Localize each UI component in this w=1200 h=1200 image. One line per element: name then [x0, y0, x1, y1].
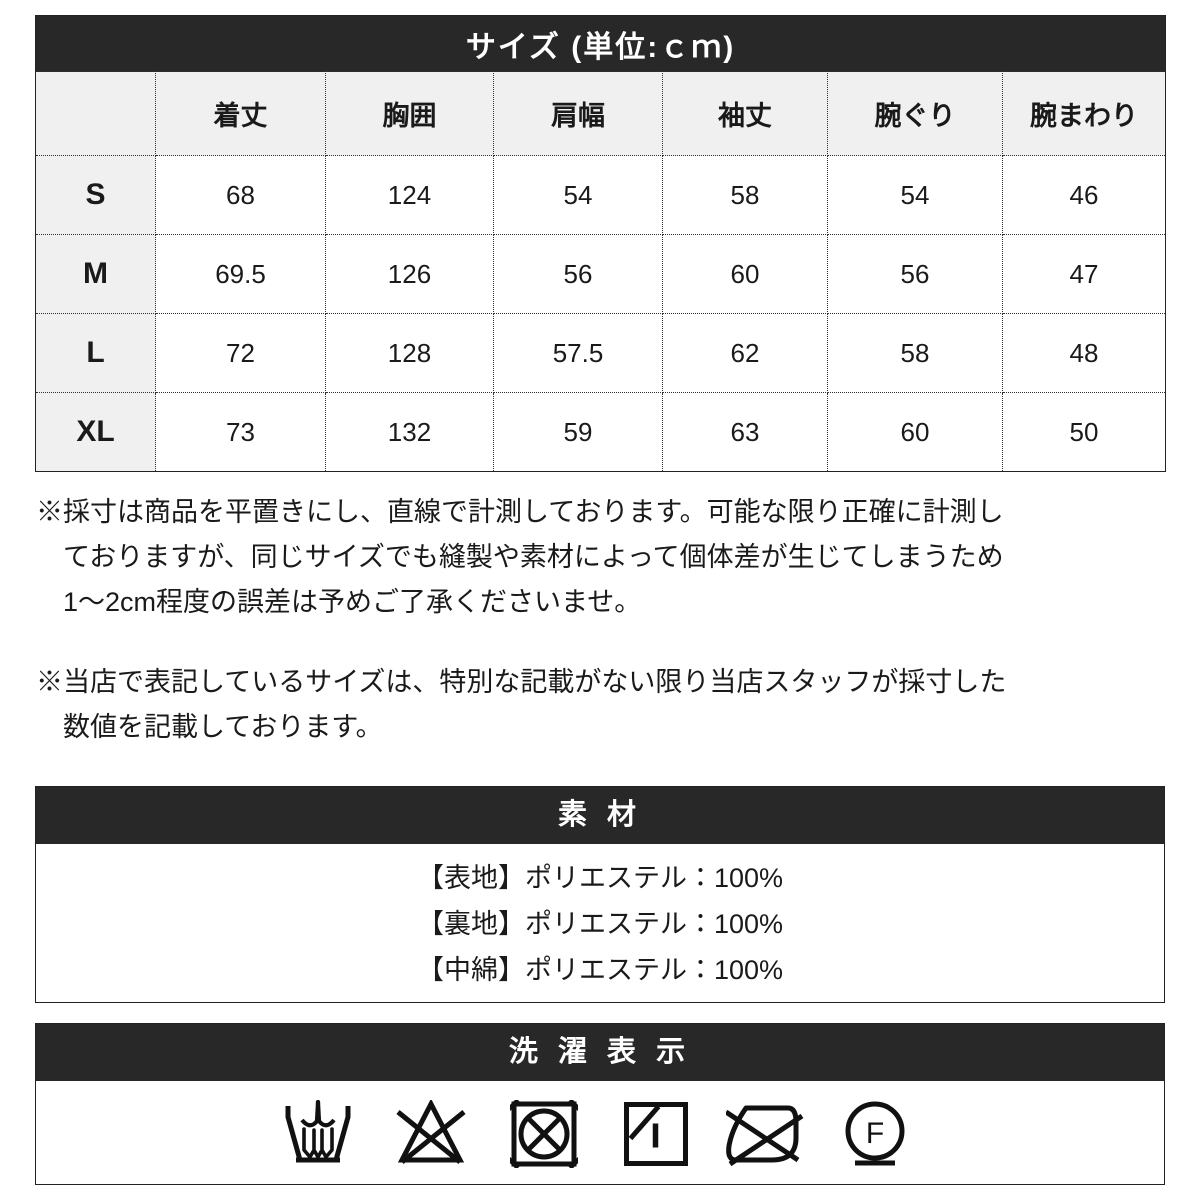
svg-text:F: F [866, 1117, 884, 1150]
